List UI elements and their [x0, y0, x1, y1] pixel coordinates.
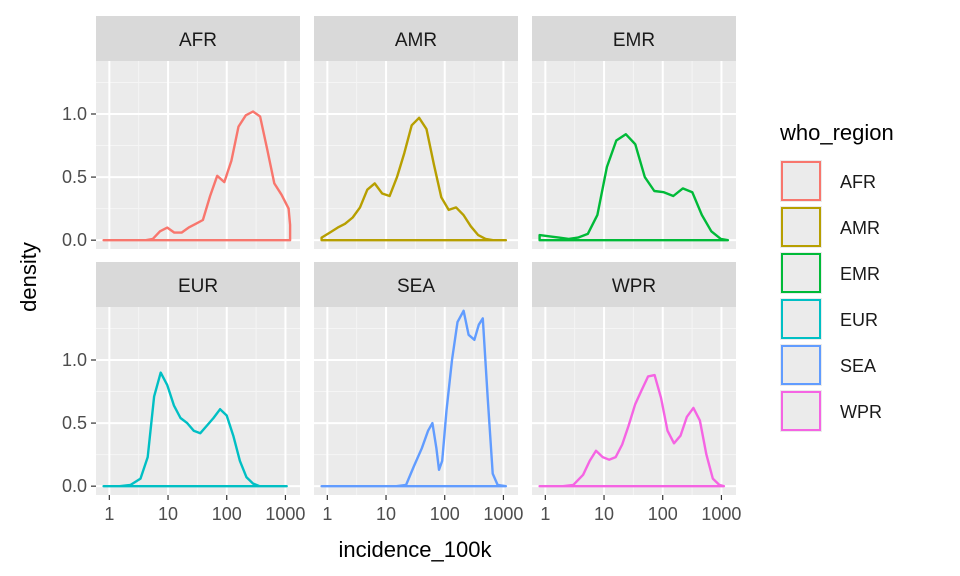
panel-background	[314, 61, 518, 249]
legend-key-swatch	[781, 299, 821, 339]
density-curve-sea	[320, 309, 508, 488]
legend-item-sea: SEA	[780, 344, 876, 386]
facet-strip	[314, 16, 518, 61]
facet-panels: AFR AMR EMR EUR SEA WPR	[96, 16, 736, 495]
facet-strip-label: EUR	[178, 276, 218, 297]
y-tick-label: 0.5	[62, 167, 87, 187]
facet-strip	[314, 262, 518, 307]
x-axes: 1 10 100 1000 1 10 100 1000 1 10 100 1000	[104, 495, 741, 524]
x-tick-label: 1	[322, 504, 332, 524]
facet-strip	[96, 262, 300, 307]
legend-item-afr: AFR	[780, 160, 876, 202]
legend-label: WPR	[840, 402, 882, 422]
x-tick-label: 10	[376, 504, 396, 524]
y-tick-label: 1.0	[62, 104, 87, 124]
x-tick-label: 1000	[701, 504, 741, 524]
panel-background	[532, 61, 736, 249]
legend-label: EUR	[840, 310, 878, 330]
density-curve-amr	[320, 116, 508, 242]
x-tick-label: 100	[430, 504, 460, 524]
legend-item-wpr: WPR	[780, 390, 882, 432]
legend-key-background	[780, 252, 822, 294]
facet-panel-amr: AMR	[314, 16, 518, 249]
legend-key-background	[780, 298, 822, 340]
legend-key-swatch	[781, 207, 821, 247]
x-tick-label: 1	[540, 504, 550, 524]
density-curve-eur	[102, 371, 288, 488]
x-tick-label: 1	[104, 504, 114, 524]
x-tick-label: 10	[594, 504, 614, 524]
x-tick-label: 10	[158, 504, 178, 524]
facet-strip	[96, 16, 300, 61]
facet-strip	[532, 262, 736, 307]
legend-key-background	[780, 160, 822, 202]
facet-panel-emr: EMR	[532, 16, 736, 249]
density-curve-emr	[538, 133, 730, 242]
y-tick-label: 0.0	[62, 476, 87, 496]
facet-strip-label: AFR	[179, 30, 217, 51]
x-tick-label: 100	[648, 504, 678, 524]
panel-background	[532, 307, 736, 495]
facet-strip-label: WPR	[612, 276, 656, 297]
x-tick-label: 100	[212, 504, 242, 524]
y-tick-label: 0.0	[62, 230, 87, 250]
legend-label: AMR	[840, 218, 880, 238]
legend-label: AFR	[840, 172, 876, 192]
legend-key-swatch	[781, 161, 821, 201]
facet-strip	[532, 16, 736, 61]
legend-key-swatch	[781, 253, 821, 293]
legend-title: who_region	[779, 120, 894, 145]
legend: who_region AFR AMR EMR EUR SEA WPR	[779, 120, 894, 432]
density-curve-wpr	[538, 373, 726, 488]
legend-item-amr: AMR	[780, 206, 880, 248]
legend-label: SEA	[840, 356, 876, 376]
density-curve-afr	[102, 110, 292, 242]
legend-key-swatch	[781, 391, 821, 431]
facet-panel-afr: AFR	[96, 16, 300, 249]
x-axis-title: incidence_100k	[339, 537, 493, 562]
legend-key-swatch	[781, 345, 821, 385]
y-axis-title: density	[16, 242, 41, 312]
legend-label: EMR	[840, 264, 880, 284]
facet-panel-sea: SEA	[314, 262, 518, 495]
panel-background	[96, 307, 300, 495]
legend-key-background	[780, 390, 822, 432]
legend-key-background	[780, 344, 822, 386]
facet-panel-wpr: WPR	[532, 262, 736, 495]
facet-strip-label: AMR	[395, 30, 437, 51]
y-axes: 0.0 0.5 1.0 0.0 0.5 1.0	[62, 104, 96, 496]
facet-strip-label: SEA	[397, 276, 435, 297]
legend-item-emr: EMR	[780, 252, 880, 294]
legend-item-eur: EUR	[780, 298, 878, 340]
facet-panel-eur: EUR	[96, 262, 300, 495]
x-tick-label: 1000	[265, 504, 305, 524]
y-tick-label: 1.0	[62, 350, 87, 370]
legend-key-background	[780, 206, 822, 248]
y-tick-label: 0.5	[62, 413, 87, 433]
x-tick-label: 1000	[483, 504, 523, 524]
facet-strip-label: EMR	[613, 30, 655, 51]
panel-background	[96, 61, 300, 249]
